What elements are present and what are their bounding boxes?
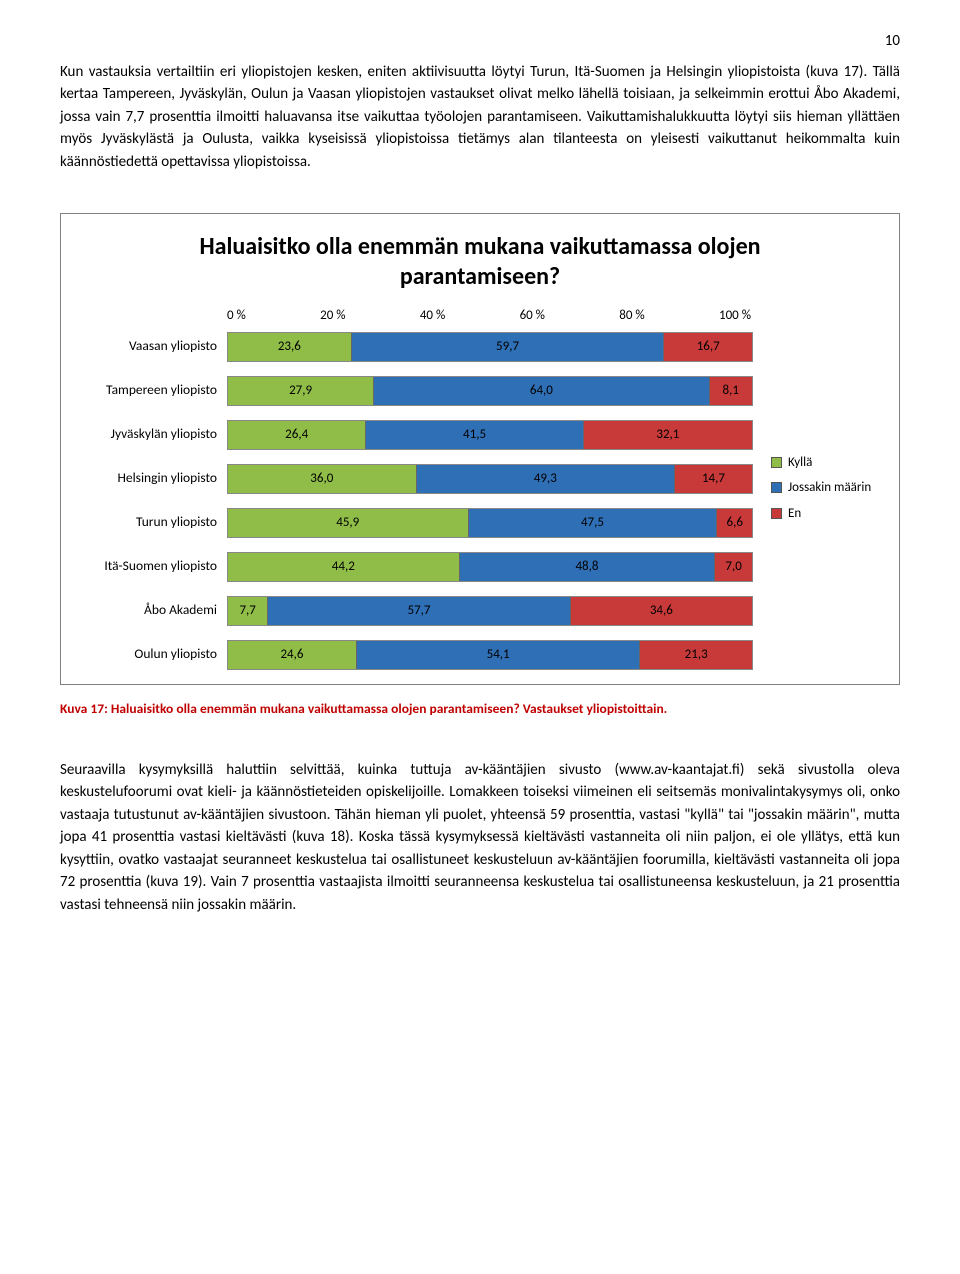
- bar-track: 36,049,314,7: [227, 464, 753, 494]
- legend-item: Jossakin määrin: [771, 478, 883, 498]
- axis-tick: 80 %: [619, 306, 644, 326]
- bar-category-label: Vaasan yliopisto: [77, 336, 227, 356]
- bar-segment: 48,8: [460, 553, 716, 581]
- bar-row: Åbo Akademi7,757,734,6: [77, 596, 753, 626]
- axis-tick: 100 %: [719, 306, 751, 326]
- bar-category-label: Åbo Akademi: [77, 600, 227, 620]
- chart-plot-area: 0 % 20 % 40 % 60 % 80 % 100 % Vaasan yliopist…: [77, 306, 753, 670]
- x-axis: 0 % 20 % 40 % 60 % 80 % 100 %: [77, 306, 753, 326]
- bar-row: Itä-Suomen yliopisto44,248,87,0: [77, 552, 753, 582]
- bar-segment: 14,7: [675, 465, 752, 493]
- bar-track: 44,248,87,0: [227, 552, 753, 582]
- page-number: 10: [60, 30, 900, 53]
- bar-segment: 26,4: [228, 421, 366, 449]
- bar-segment: 64,0: [374, 377, 709, 405]
- chart-container: Haluaisitko olla enemmän mukana vaikutta…: [60, 213, 900, 685]
- chart-legend: Kyllä Jossakin määrin En: [753, 447, 883, 530]
- legend-swatch: [771, 508, 782, 519]
- legend-label: Kyllä: [788, 453, 812, 473]
- bar-row: Jyväskylän yliopisto26,441,532,1: [77, 420, 753, 450]
- bar-row: Tampereen yliopisto27,964,08,1: [77, 376, 753, 406]
- bar-segment: 57,7: [268, 597, 570, 625]
- legend-item: En: [771, 504, 883, 524]
- bar-segment: 45,9: [228, 509, 469, 537]
- bar-segment: 44,2: [228, 553, 460, 581]
- bar-row: Helsingin yliopisto36,049,314,7: [77, 464, 753, 494]
- bar-track: 26,441,532,1: [227, 420, 753, 450]
- bar-segment: 16,7: [664, 333, 752, 361]
- bar-category-label: Itä-Suomen yliopisto: [77, 556, 227, 576]
- axis-tick: 40 %: [420, 306, 445, 326]
- bar-segment: 21,3: [640, 641, 752, 669]
- bar-track: 27,964,08,1: [227, 376, 753, 406]
- legend-swatch: [771, 457, 782, 468]
- bar-track: 24,654,121,3: [227, 640, 753, 670]
- bar-track: 7,757,734,6: [227, 596, 753, 626]
- bar-track: 45,947,56,6: [227, 508, 753, 538]
- bar-track: 23,659,716,7: [227, 332, 753, 362]
- bar-category-label: Oulun yliopisto: [77, 644, 227, 664]
- bar-segment: 41,5: [366, 421, 583, 449]
- bar-segment: 36,0: [228, 465, 417, 493]
- legend-item: Kyllä: [771, 453, 883, 473]
- bar-segment: 23,6: [228, 333, 352, 361]
- bar-segment: 34,6: [571, 597, 752, 625]
- bar-segment: 7,0: [715, 553, 752, 581]
- bar-row: Oulun yliopisto24,654,121,3: [77, 640, 753, 670]
- bar-category-label: Tampereen yliopisto: [77, 380, 227, 400]
- legend-label: En: [788, 504, 801, 524]
- bar-segment: 49,3: [417, 465, 675, 493]
- chart-title: Haluaisitko olla enemmän mukana vaikutta…: [77, 232, 883, 292]
- bar-segment: 6,6: [717, 509, 752, 537]
- bar-segment: 24,6: [228, 641, 357, 669]
- bar-segment: 47,5: [469, 509, 718, 537]
- legend-swatch: [771, 482, 782, 493]
- bar-segment: 59,7: [352, 333, 665, 361]
- axis-tick: 0 %: [227, 306, 246, 326]
- axis-tick: 60 %: [520, 306, 545, 326]
- bar-category-label: Turun yliopisto: [77, 512, 227, 532]
- bar-category-label: Jyväskylän yliopisto: [77, 424, 227, 444]
- intro-paragraph: Kun vastauksia vertailtiin eri yliopisto…: [60, 61, 900, 174]
- figure-caption: Kuva 17: Haluaisitko olla enemmän mukana…: [60, 699, 900, 719]
- bar-row: Vaasan yliopisto23,659,716,7: [77, 332, 753, 362]
- bar-segment: 27,9: [228, 377, 374, 405]
- bar-segment: 32,1: [584, 421, 752, 449]
- chart-body: 0 % 20 % 40 % 60 % 80 % 100 % Vaasan yliopist…: [77, 306, 883, 670]
- bar-segment: 7,7: [228, 597, 268, 625]
- bar-segment: 54,1: [357, 641, 640, 669]
- bar-segment: 8,1: [710, 377, 752, 405]
- legend-label: Jossakin määrin: [788, 478, 871, 498]
- axis-tick: 20 %: [320, 306, 345, 326]
- bar-category-label: Helsingin yliopisto: [77, 468, 227, 488]
- second-paragraph: Seuraavilla kysymyksillä haluttiin selvi…: [60, 759, 900, 917]
- bar-row: Turun yliopisto45,947,56,6: [77, 508, 753, 538]
